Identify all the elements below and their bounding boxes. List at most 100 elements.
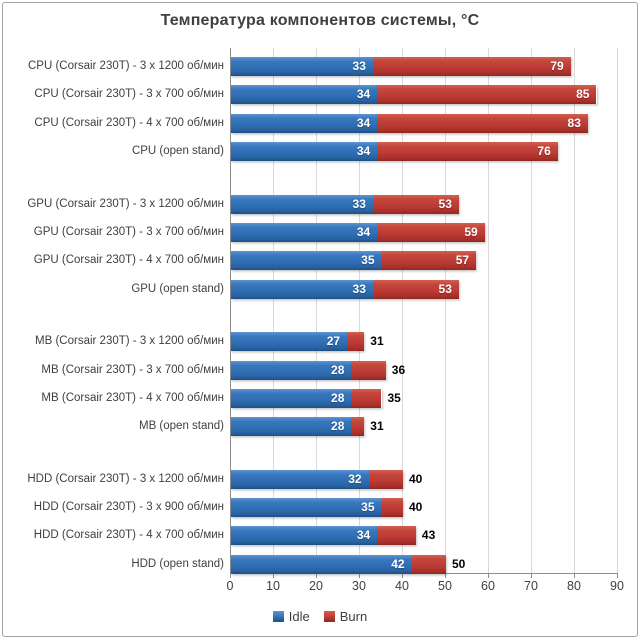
burn-value-label: 53: [438, 196, 452, 211]
category-label: MB (Corsair 230T) - 3 x 1200 об/мин: [35, 335, 224, 348]
idle-value-label: 33: [352, 59, 366, 73]
bar-row: CPU (Corsair 230T) - 3 x 700 об/мин 34 85: [34, 85, 618, 105]
x-tick-label: 40: [395, 579, 409, 593]
bar-idle: 33: [231, 279, 373, 299]
bar-idle: 35: [231, 251, 382, 271]
gridline: [359, 48, 360, 573]
bar-stack: 32: [231, 469, 403, 489]
bar-row: MB (Corsair 230T) - 4 x 700 об/мин 28 35: [41, 388, 618, 408]
gridline: [488, 48, 489, 573]
idle-value-label: 33: [352, 281, 366, 296]
legend-item-burn: Burn: [323, 609, 368, 624]
category-label: HDD (Corsair 230T) - 3 x 1200 об/мин: [27, 472, 224, 485]
x-tick-label: 50: [438, 579, 452, 593]
bar-burn: 53: [372, 194, 459, 214]
x-tick-label: 80: [567, 579, 581, 593]
bar-stack: 35: [231, 498, 403, 518]
bar-row: HDD (Corsair 230T) - 4 x 700 об/мин 34 43: [34, 526, 618, 546]
legend-swatch-idle-icon: [272, 611, 284, 622]
category-label: CPU (open stand): [131, 145, 224, 158]
idle-value-label: 42: [391, 556, 405, 571]
burn-value-label: 79: [550, 59, 564, 73]
burn-value-label: 59: [464, 224, 478, 239]
idle-value-label: 28: [331, 419, 345, 434]
x-tick-label: 70: [524, 579, 538, 593]
burn-value-label: 43: [421, 528, 436, 543]
category-label: MB (Corsair 230T) - 4 x 700 об/мин: [41, 391, 224, 404]
bar-burn: [411, 554, 446, 574]
bar-burn: [351, 417, 365, 437]
idle-value-label: 34: [356, 115, 371, 130]
bar-row: CPU (Corsair 230T) - 3 x 1200 об/мин 33 79: [28, 57, 618, 76]
bar-stack: 28: [231, 360, 386, 380]
burn-value-label: 36: [391, 362, 406, 377]
bar-row: HDD (Corsair 230T) - 3 x 1200 об/мин 32 40: [27, 469, 618, 489]
idle-value-label: 35: [361, 253, 375, 268]
bar-burn: [377, 526, 416, 546]
bar-row: CPU (Corsair 230T) - 4 x 700 об/мин 34 83: [34, 113, 618, 133]
bar-stack: 27: [231, 332, 365, 352]
chart-title: Температура компонентов системы, °C: [160, 12, 480, 29]
bar-row: HDD (Corsair 230T) - 3 x 900 об/мин 35 40: [34, 498, 618, 518]
bar-rows-container: CPU (Corsair 230T) - 3 x 1200 об/мин 33 79…: [27, 48, 618, 574]
bar-burn: [347, 332, 365, 352]
x-tick-label: 0: [226, 579, 234, 593]
bar-row: MB (Corsair 230T) - 3 x 700 об/мин 28 36: [41, 360, 618, 380]
bar-burn: [381, 498, 403, 518]
category-label: GPU (Corsair 230T) - 3 x 700 об/мин: [33, 225, 224, 238]
bar-idle: 33: [231, 194, 373, 214]
category-label: GPU (open stand): [131, 282, 224, 295]
bar-idle: 34: [231, 113, 378, 133]
burn-value-label: 85: [576, 87, 590, 102]
bar-stack: 33 53: [231, 279, 459, 299]
x-axis-tick: [273, 573, 274, 578]
burn-value-label: 50: [452, 556, 466, 571]
x-axis-tick: [488, 573, 489, 578]
bar-stack: 28: [231, 417, 365, 437]
bar-burn: 57: [381, 251, 477, 271]
bar-stack: 34 83: [231, 113, 588, 133]
idle-value-label: 35: [361, 500, 375, 515]
bar-stack: 34 85: [231, 85, 597, 105]
idle-value-label: 28: [331, 362, 345, 377]
bar-idle: 33: [231, 57, 373, 76]
bar-stack: 28: [231, 388, 382, 408]
idle-value-label: 33: [352, 196, 366, 211]
burn-value-label: 53: [438, 281, 452, 296]
bar-burn: [351, 388, 382, 408]
category-label: CPU (Corsair 230T) - 3 x 700 об/мин: [34, 88, 224, 101]
x-axis-tick: [402, 573, 403, 578]
bar-idle: 34: [231, 222, 378, 242]
x-axis-tick: [230, 573, 231, 578]
plot-area: CPU (Corsair 230T) - 3 x 1200 об/мин 33 79…: [27, 48, 618, 574]
category-label: MB (Corsair 230T) - 3 x 700 об/мин: [41, 363, 224, 376]
bar-burn: 83: [377, 113, 588, 133]
gridline: [445, 48, 446, 573]
bar-stack: 33 53: [231, 194, 459, 214]
legend-label: Burn: [339, 609, 368, 624]
bar-row: GPU (open stand) 33 53: [131, 279, 618, 299]
burn-value-label: 31: [370, 419, 384, 434]
x-axis-tick: [359, 573, 360, 578]
gridline: [273, 48, 274, 573]
bar-idle: 34: [231, 85, 378, 105]
x-tick-label: 90: [610, 579, 624, 593]
idle-value-label: 34: [356, 87, 371, 102]
bar-idle: 35: [231, 498, 382, 518]
bar-burn: [351, 360, 386, 380]
bar-stack: 34: [231, 526, 416, 546]
x-axis-tick: [574, 573, 575, 578]
bar-row: GPU (Corsair 230T) - 3 x 700 об/мин 34 59: [34, 222, 618, 242]
bar-idle: 28: [231, 360, 352, 380]
idle-value-label: 34: [356, 144, 371, 159]
category-label: HDD (open stand): [131, 557, 224, 570]
category-label: GPU (Corsair 230T) - 3 x 1200 об/мин: [27, 197, 224, 210]
burn-value-label: 31: [370, 334, 384, 349]
gridline: [617, 48, 618, 573]
legend-item-idle: Idle: [272, 609, 310, 624]
bar-burn: 76: [377, 142, 558, 162]
bar-group-gpu: GPU (Corsair 230T) - 3 x 1200 об/мин 33 53…: [27, 194, 618, 299]
idle-value-label: 34: [356, 528, 371, 543]
category-label: CPU (Corsair 230T) - 4 x 700 об/мин: [34, 116, 224, 129]
